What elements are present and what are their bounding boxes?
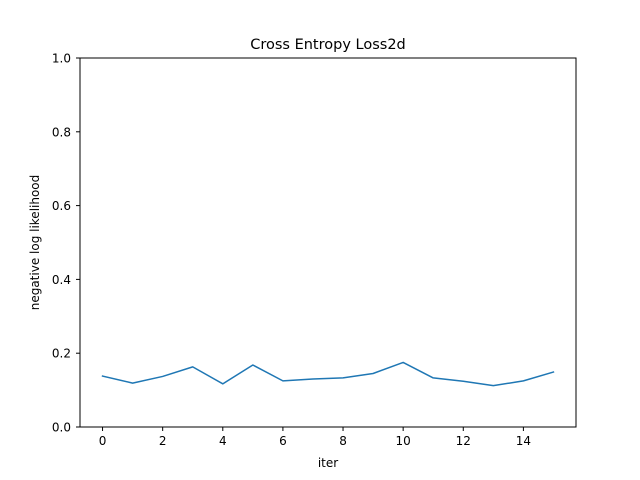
y-tick-label: 0.6	[52, 199, 71, 213]
x-tick-label: 2	[159, 434, 167, 448]
x-tick-label: 0	[99, 434, 107, 448]
y-tick-label: 0.4	[52, 273, 71, 287]
x-tick-label: 10	[396, 434, 411, 448]
x-tick-label: 4	[219, 434, 227, 448]
x-tick-label: 8	[339, 434, 347, 448]
series-layer	[101, 361, 555, 387]
y-tick-label: 1.0	[52, 52, 71, 66]
x-axis-label: iter	[318, 456, 338, 470]
plot-frame	[79, 57, 577, 428]
y-axis-label: negative log likelihood	[28, 175, 42, 311]
y-tick-label: 0.8	[52, 125, 71, 139]
y-axis-ticks: 0.0 0.2 0.4 0.6 0.8 1.0	[52, 52, 80, 435]
plot-area-background	[80, 58, 576, 427]
series-line	[101, 361, 555, 387]
y-tick-label: 0.2	[52, 347, 71, 361]
x-tick-label: 14	[516, 434, 531, 448]
y-tick-label: 0.0	[52, 421, 71, 435]
chart-title: Cross Entropy Loss2d	[250, 37, 406, 53]
x-tick-label: 12	[456, 434, 471, 448]
x-axis-ticks: 0 2 4 6 8 10 12 14	[99, 427, 531, 448]
x-tick-label: 6	[279, 434, 287, 448]
